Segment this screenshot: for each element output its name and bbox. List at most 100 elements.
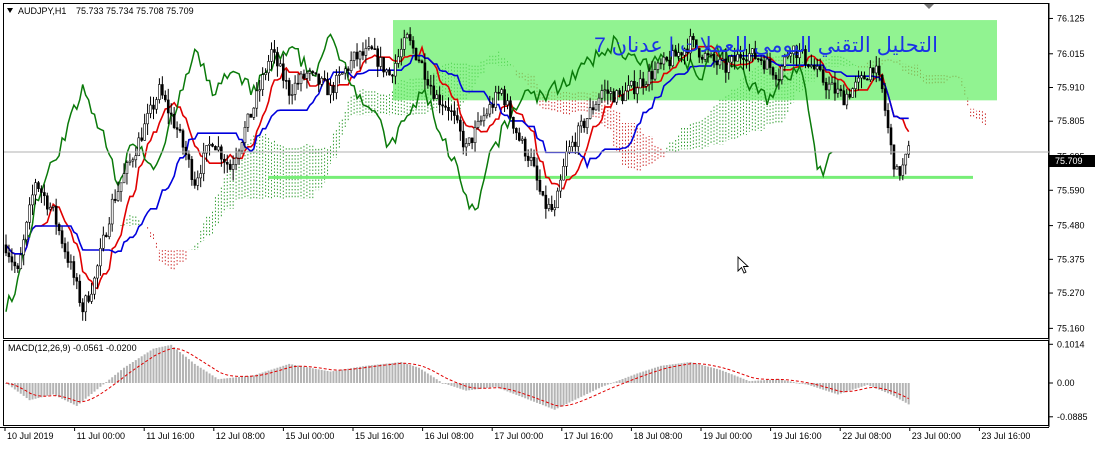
candle-body: [771, 67, 775, 76]
candle: [547, 198, 551, 212]
macd-tick-label: -0.0885: [1057, 412, 1088, 422]
macd-bar: [412, 365, 415, 383]
candle: [426, 70, 430, 89]
candle-body: [792, 45, 795, 54]
candle-body: [863, 75, 866, 80]
candle-body: [712, 54, 716, 62]
macd-bar: [40, 383, 43, 398]
macd-bar: [279, 366, 282, 383]
candle-body: [751, 48, 754, 54]
candle: [60, 226, 64, 249]
macd-bar: [34, 383, 37, 399]
candle-body: [733, 56, 736, 62]
candle: [668, 50, 672, 70]
candle: [786, 51, 790, 60]
candle-body: [488, 104, 492, 115]
candle-body: [600, 90, 604, 99]
candle-body: [568, 146, 571, 152]
macd-bar: [813, 383, 816, 387]
macd-bar: [538, 383, 541, 404]
chikou-span-line: [5, 33, 833, 312]
candle-body: [724, 58, 728, 73]
candle: [883, 82, 887, 117]
candle: [405, 32, 409, 39]
candle: [338, 66, 341, 84]
candle: [75, 273, 79, 290]
shift-marker-icon[interactable]: [924, 4, 934, 9]
candle-body: [638, 78, 642, 89]
candle: [488, 95, 492, 118]
macd-bar: [270, 369, 273, 383]
macd-bar: [509, 383, 512, 393]
candle: [293, 75, 297, 101]
candle-body: [694, 39, 698, 49]
candle: [535, 157, 539, 191]
macd-bar: [273, 368, 276, 383]
macd-bar: [692, 362, 695, 383]
candle-body: [346, 68, 350, 71]
candle: [638, 69, 642, 89]
candle: [414, 47, 418, 61]
macd-bar: [887, 383, 890, 394]
candle: [28, 197, 31, 230]
macd-bar: [869, 383, 872, 387]
macd-bar: [7, 383, 10, 386]
macd-bar: [397, 362, 400, 383]
macd-bar: [199, 367, 202, 383]
candle: [358, 50, 362, 70]
candle: [476, 112, 480, 130]
macd-bar: [500, 383, 503, 390]
candle-body: [689, 35, 692, 54]
macd-bar: [182, 354, 184, 383]
candle: [821, 64, 825, 86]
candle-body: [181, 130, 185, 148]
candle-body: [895, 166, 899, 170]
macd-bar: [359, 366, 361, 383]
candle: [382, 57, 385, 78]
candle-body: [453, 110, 456, 116]
macd-bar: [904, 383, 907, 403]
candle-body: [96, 265, 99, 279]
candle: [284, 69, 288, 90]
candle: [352, 51, 356, 69]
macd-bar: [586, 383, 589, 394]
macd-bar: [571, 383, 574, 402]
candle-body: [217, 146, 220, 151]
macd-bar: [544, 383, 547, 407]
candle: [66, 241, 70, 268]
candle: [500, 87, 503, 96]
candle-body: [801, 49, 804, 52]
candle-body: [677, 52, 680, 57]
macd-bar: [854, 383, 857, 389]
macd-bar: [559, 383, 562, 407]
candle-body: [308, 71, 312, 74]
macd-bar: [863, 383, 866, 386]
candle-body: [450, 110, 453, 113]
macd-bar: [394, 362, 397, 383]
candle: [335, 69, 338, 100]
candle: [237, 148, 241, 165]
macd-bar: [780, 379, 783, 383]
candle: [874, 56, 878, 83]
resistance-zone[interactable]: [393, 20, 997, 101]
candle: [169, 103, 173, 125]
macd-bar: [595, 383, 597, 390]
macd-bar: [114, 374, 117, 383]
time-tick-label: 12 Jul 08:00: [216, 431, 265, 441]
macd-bar: [217, 379, 220, 383]
candle: [305, 70, 309, 89]
candle: [51, 205, 55, 212]
candle-body: [753, 48, 757, 59]
candle: [90, 282, 93, 304]
candle-body: [63, 243, 67, 253]
candle: [376, 45, 380, 78]
candle: [665, 56, 669, 63]
candle-body: [435, 94, 439, 99]
candle: [461, 121, 465, 155]
candle: [255, 82, 259, 117]
candle: [727, 55, 731, 80]
candle: [860, 71, 863, 89]
price-tick-label: 75.375: [1057, 254, 1085, 264]
